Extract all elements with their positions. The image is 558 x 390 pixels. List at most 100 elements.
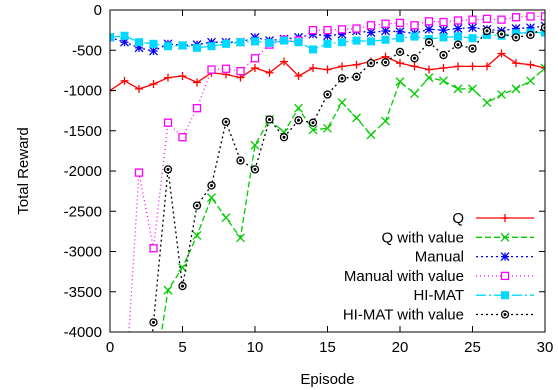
data-point bbox=[512, 59, 520, 68]
data-point bbox=[265, 39, 274, 48]
data-point bbox=[178, 72, 187, 81]
data-point bbox=[381, 116, 390, 126]
data-point-dot bbox=[297, 118, 300, 122]
data-point-dot bbox=[268, 117, 271, 121]
data-point bbox=[294, 72, 303, 81]
x-tick-label: 10 bbox=[247, 339, 264, 356]
data-point bbox=[541, 63, 545, 72]
data-point-dot bbox=[326, 93, 329, 97]
data-point bbox=[120, 76, 129, 85]
data-point-dot bbox=[485, 29, 489, 33]
data-point bbox=[251, 37, 259, 46]
data-point bbox=[540, 63, 545, 73]
data-point bbox=[497, 49, 506, 58]
y-tick-label: -3500 bbox=[64, 284, 102, 301]
data-point bbox=[251, 63, 259, 72]
data-point bbox=[221, 213, 231, 223]
data-point bbox=[309, 63, 317, 72]
data-point bbox=[280, 57, 288, 66]
data-point bbox=[352, 36, 361, 45]
data-point-dot bbox=[181, 284, 184, 288]
data-point bbox=[192, 230, 202, 240]
legend-entry: Manual with value bbox=[344, 268, 534, 285]
series-5 bbox=[149, 23, 545, 332]
data-point bbox=[410, 62, 419, 71]
data-point bbox=[381, 19, 390, 28]
data-point bbox=[149, 80, 158, 89]
series-line bbox=[160, 67, 545, 332]
data-point bbox=[439, 25, 448, 35]
data-point-dot bbox=[210, 183, 213, 187]
data-point bbox=[381, 26, 390, 36]
data-point bbox=[424, 17, 434, 26]
data-point bbox=[163, 285, 173, 295]
data-point bbox=[482, 14, 492, 24]
x-tick-label: 5 bbox=[178, 339, 186, 356]
data-point bbox=[309, 45, 317, 54]
data-point bbox=[425, 65, 433, 74]
y-tick-label: -4000 bbox=[64, 324, 102, 341]
data-point bbox=[381, 35, 390, 44]
x-axis-label: Episode bbox=[300, 371, 354, 388]
data-point bbox=[439, 17, 448, 27]
y-tick-label: 0 bbox=[94, 2, 102, 19]
data-point-dot bbox=[239, 159, 242, 163]
data-point-dot bbox=[224, 120, 228, 124]
data-point bbox=[338, 38, 346, 47]
y-tick-label: -3000 bbox=[64, 244, 102, 261]
data-point bbox=[149, 39, 158, 48]
legend-label: Manual bbox=[415, 249, 464, 266]
series-1 bbox=[160, 63, 545, 332]
data-point bbox=[439, 33, 448, 42]
x-axis: 0 5 10 15 20 25 30 bbox=[106, 10, 553, 356]
data-point bbox=[540, 23, 545, 32]
data-point bbox=[193, 43, 201, 52]
data-point-dot bbox=[152, 320, 155, 324]
data-point-dot bbox=[355, 75, 358, 79]
data-point bbox=[468, 23, 477, 33]
x-tick-label: 0 bbox=[106, 339, 114, 356]
data-point bbox=[265, 68, 274, 77]
data-point bbox=[337, 98, 347, 108]
data-point bbox=[236, 38, 245, 47]
y-tick-label: -1500 bbox=[64, 123, 102, 140]
data-point bbox=[135, 84, 143, 93]
y-tick-label: -2500 bbox=[64, 203, 102, 220]
data-point bbox=[439, 63, 448, 72]
data-point bbox=[192, 104, 202, 113]
legend-label: HI-MAT bbox=[413, 287, 464, 304]
legend-label: Q with value bbox=[381, 229, 464, 246]
data-point-dot bbox=[195, 204, 199, 208]
data-point bbox=[453, 84, 463, 94]
data-point bbox=[323, 65, 332, 74]
data-point-dot bbox=[282, 135, 286, 139]
data-point bbox=[250, 140, 260, 150]
legend-marker bbox=[500, 271, 510, 281]
series-0 bbox=[110, 49, 545, 95]
data-point bbox=[149, 46, 158, 56]
data-point bbox=[424, 24, 434, 34]
data-point bbox=[396, 59, 404, 68]
data-point bbox=[526, 12, 535, 21]
legend: Q Q with value Manual Manual with value HI-M… bbox=[343, 210, 534, 324]
legend-marker-dot bbox=[503, 313, 507, 316]
data-point bbox=[164, 73, 172, 82]
data-point-dot bbox=[340, 76, 344, 80]
data-point-dot bbox=[514, 35, 518, 39]
data-point bbox=[410, 32, 419, 41]
y-tick-label: -2000 bbox=[64, 163, 102, 180]
data-point bbox=[468, 84, 477, 94]
data-point bbox=[454, 62, 462, 71]
data-point bbox=[424, 73, 434, 83]
data-point-dot bbox=[311, 121, 315, 125]
data-point bbox=[178, 41, 187, 50]
data-point bbox=[222, 39, 230, 48]
data-point bbox=[250, 54, 260, 63]
data-point bbox=[468, 62, 477, 71]
data-point bbox=[366, 130, 376, 140]
data-point bbox=[120, 31, 129, 40]
data-point bbox=[178, 133, 187, 142]
data-point bbox=[540, 12, 545, 21]
x-tick-label: 15 bbox=[319, 339, 336, 356]
data-point bbox=[453, 24, 463, 33]
